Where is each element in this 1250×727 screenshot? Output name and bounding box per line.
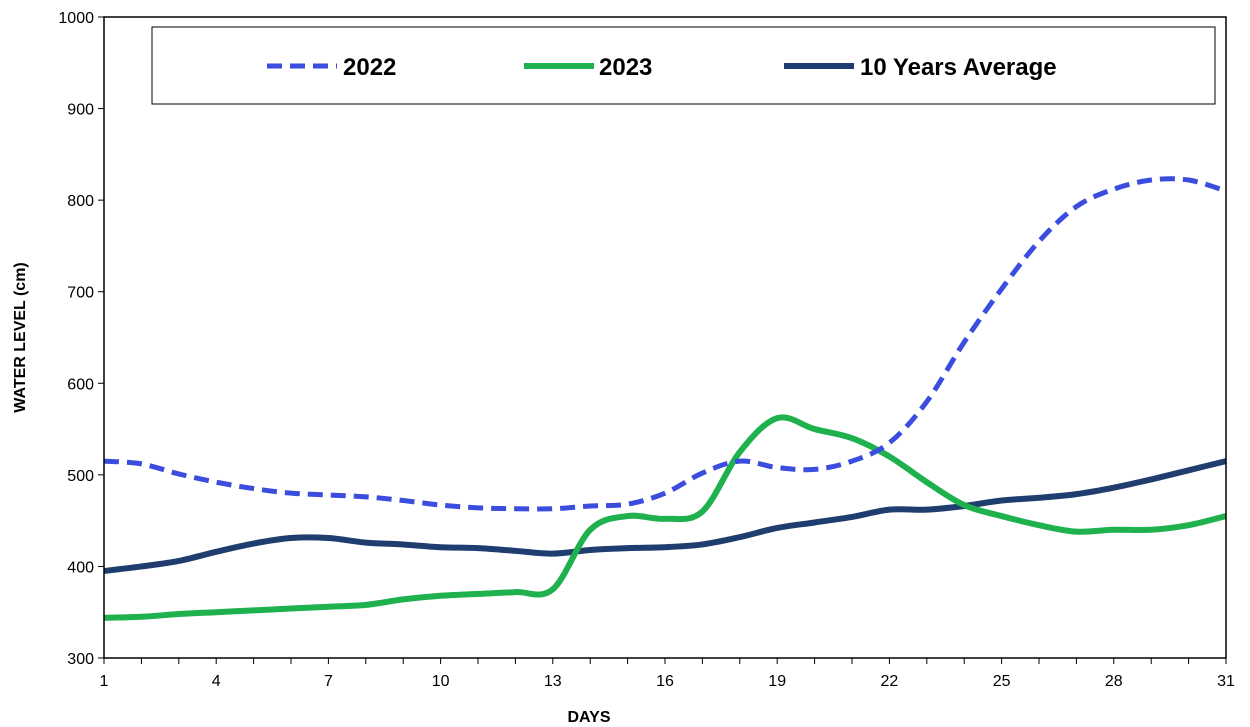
x-tick-label: 13 bbox=[544, 673, 562, 690]
x-tick-label: 16 bbox=[656, 673, 674, 690]
y-tick-label: 500 bbox=[67, 468, 94, 485]
x-tick-label: 31 bbox=[1217, 673, 1235, 690]
y-axis-ticks: 300 400 500 600 700 800 900 1000 bbox=[58, 10, 104, 668]
x-tick-label: 28 bbox=[1105, 673, 1123, 690]
series-line-10-years-average bbox=[103, 458, 1227, 574]
x-axis-ticks: 1 4 7 10 13 16 19 22 25 28 31 bbox=[100, 658, 1235, 690]
x-axis-title: DAYS bbox=[568, 709, 611, 726]
legend-label-2023: 2023 bbox=[599, 54, 652, 81]
x-tick-label: 25 bbox=[993, 673, 1011, 690]
x-tick-label: 1 bbox=[100, 673, 109, 690]
series-layer bbox=[103, 176, 1227, 621]
x-tick-label: 22 bbox=[881, 673, 899, 690]
x-tick-label: 7 bbox=[324, 673, 333, 690]
y-tick-label: 800 bbox=[67, 193, 94, 210]
legend-label-10-years-average: 10 Years Average bbox=[860, 54, 1057, 81]
x-tick-label: 4 bbox=[212, 673, 221, 690]
y-tick-label: 900 bbox=[67, 102, 94, 119]
legend: 2022 2023 10 Years Average bbox=[151, 26, 1216, 105]
plot-area-frame bbox=[103, 16, 1227, 659]
series-line-2022 bbox=[103, 176, 1227, 512]
legend-box bbox=[151, 26, 1216, 105]
y-axis-title: WATER LEVEL (cm) bbox=[12, 262, 29, 413]
y-tick-label: 600 bbox=[67, 376, 94, 393]
x-tick-label: 10 bbox=[432, 673, 450, 690]
x-tick-label: 19 bbox=[768, 673, 786, 690]
y-tick-label: 300 bbox=[67, 651, 94, 668]
y-tick-label: 400 bbox=[67, 559, 94, 576]
series-line-2023 bbox=[103, 414, 1227, 621]
y-tick-label: 1000 bbox=[58, 10, 94, 27]
legend-label-2022: 2022 bbox=[343, 54, 396, 81]
y-tick-label: 700 bbox=[67, 285, 94, 302]
